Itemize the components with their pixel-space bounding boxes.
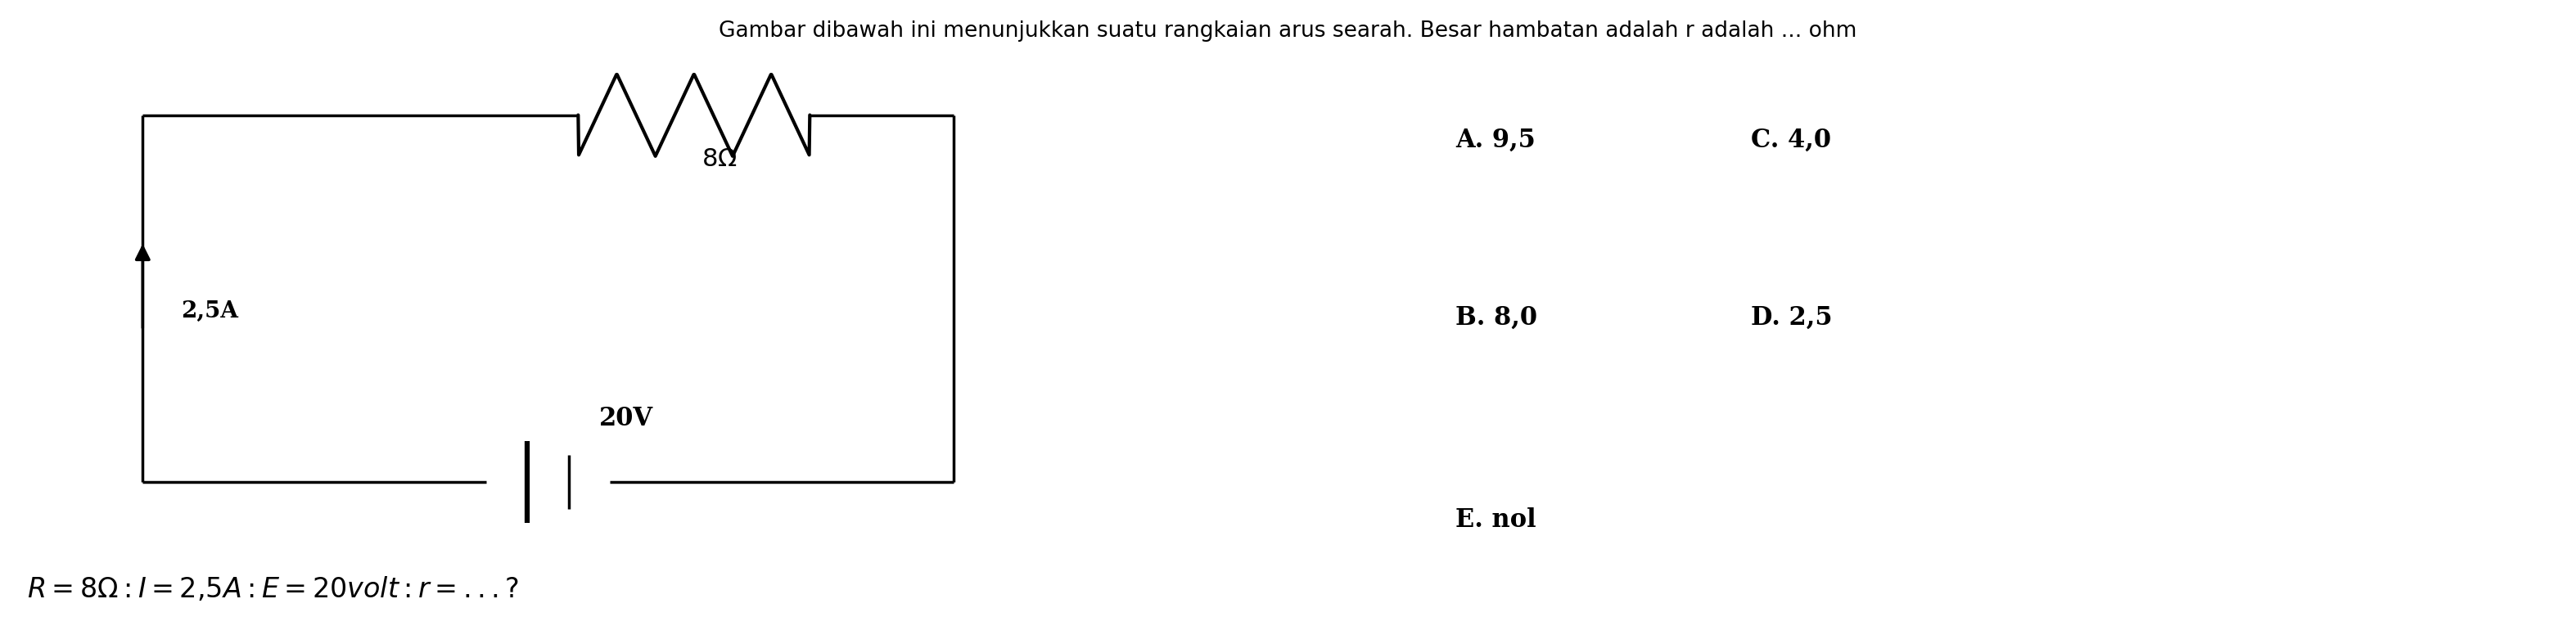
- Text: C. 4,0: C. 4,0: [1752, 128, 1832, 153]
- Text: B. 8,0: B. 8,0: [1455, 305, 1538, 330]
- Text: A. 9,5: A. 9,5: [1455, 128, 1535, 153]
- Text: Gambar dibawah ini menunjukkan suatu rangkaian arus searah. Besar hambatan adala: Gambar dibawah ini menunjukkan suatu ran…: [719, 20, 1857, 41]
- Text: E. nol: E. nol: [1455, 507, 1535, 533]
- Text: D. 2,5: D. 2,5: [1752, 305, 1832, 330]
- Text: $8\Omega$: $8\Omega$: [701, 147, 737, 172]
- Text: 20V: 20V: [600, 406, 654, 431]
- Text: $R = 8\Omega : I = 2{,}5A : E = 20volt : r = ...?$: $R = 8\Omega : I = 2{,}5A : E = 20volt :…: [26, 576, 518, 603]
- Text: 2,5A: 2,5A: [180, 300, 240, 322]
